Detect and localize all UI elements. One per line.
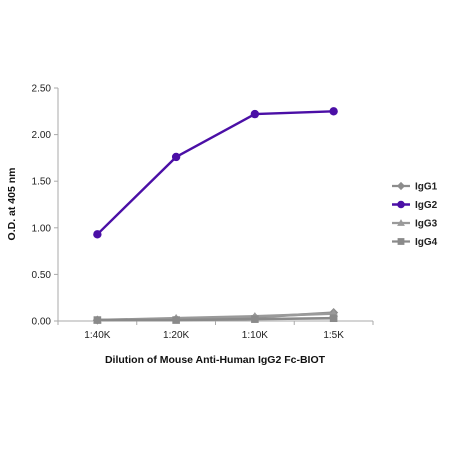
x-tick-label: 1:20K xyxy=(163,330,189,341)
y-tick-label: 0.00 xyxy=(32,317,52,328)
y-axis-title: O.D. at 405 nm xyxy=(6,168,18,241)
y-tick-label: 1.00 xyxy=(32,223,52,234)
series xyxy=(93,107,338,325)
legend-item-igg1: IgG1 xyxy=(392,182,438,193)
legend-marker-igg2 xyxy=(397,201,405,209)
legend-label-igg2: IgG2 xyxy=(415,200,438,211)
x-tick-label: 1:10K xyxy=(242,330,268,341)
legend-label-igg3: IgG3 xyxy=(415,219,438,230)
legend-label-igg1: IgG1 xyxy=(415,182,438,193)
x-ticks: 1:40K 1:20K 1:10K 1:5K xyxy=(58,321,373,341)
legend-item-igg3: IgG3 xyxy=(392,219,438,230)
x-axis-title: Dilution of Mouse Anti-Human IgG2 Fc-BIO… xyxy=(105,354,326,366)
data-point-igg4 xyxy=(251,315,259,323)
legend-marker-igg4 xyxy=(398,238,405,245)
y-tick-label: 2.50 xyxy=(32,84,52,95)
y-ticks: 0.00 0.50 1.00 1.50 2.00 2.50 xyxy=(32,84,58,328)
legend-item-igg4: IgG4 xyxy=(392,237,438,248)
legend-marker-igg1 xyxy=(397,182,405,190)
data-point-igg2 xyxy=(251,110,259,118)
y-tick-label: 1.50 xyxy=(32,177,52,188)
data-point-igg2 xyxy=(329,107,337,115)
x-tick-label: 1:40K xyxy=(84,330,110,341)
legend-label-igg4: IgG4 xyxy=(415,237,438,248)
legend: IgG1 IgG2 IgG3 IgG4 xyxy=(392,182,438,249)
data-point-igg2 xyxy=(93,230,101,238)
legend-item-igg2: IgG2 xyxy=(392,200,438,211)
series-line-igg2 xyxy=(97,111,333,234)
x-tick-label: 1:5K xyxy=(323,330,344,341)
series-igg2 xyxy=(93,107,338,238)
data-point-igg2 xyxy=(172,153,180,161)
y-tick-label: 2.00 xyxy=(32,130,52,141)
data-point-igg4 xyxy=(172,316,180,324)
y-tick-label: 0.50 xyxy=(32,270,52,281)
data-point-igg4 xyxy=(94,316,102,324)
data-point-igg4 xyxy=(330,314,338,322)
axes xyxy=(58,88,373,321)
